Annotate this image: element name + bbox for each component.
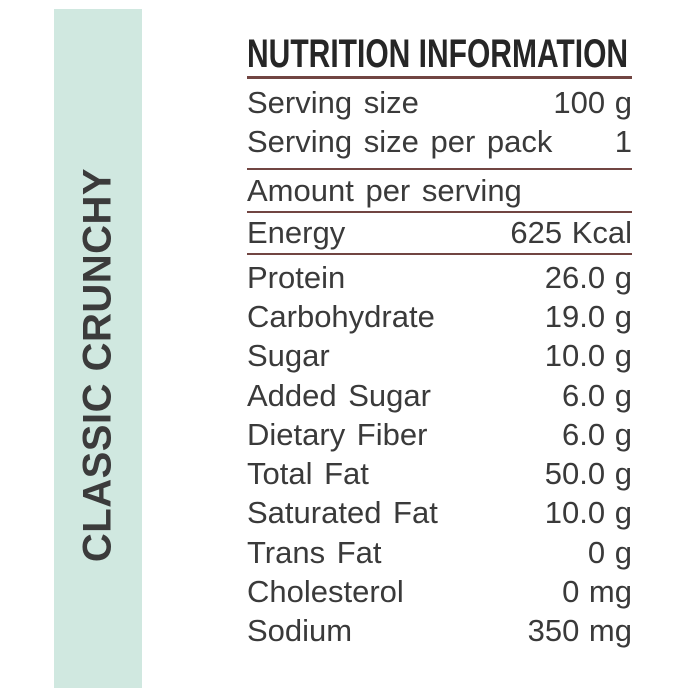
nutrient-value: 0 g: [587, 534, 632, 570]
nutrient-label: Total Fat: [247, 456, 369, 492]
panel-title-wrap: NUTRITION INFORMATION: [247, 32, 632, 76]
table-row: Carbohydrate 19.0 g: [247, 297, 632, 336]
nutrient-value: 26.0 g: [544, 259, 632, 295]
table-row: Added Sugar 6.0 g: [247, 376, 632, 415]
nutrient-value: 50.0 g: [544, 456, 632, 492]
table-row: Total Fat 50.0 g: [247, 454, 632, 493]
serving-size-value: 100 g: [553, 84, 632, 120]
nutrient-value: 19.0 g: [544, 298, 632, 334]
flavour-strip: CLASSIC CRUNCHY: [54, 9, 142, 688]
nutrient-value: 10.0 g: [544, 495, 632, 531]
table-row: Protein 26.0 g: [247, 258, 632, 297]
energy-row: Energy 625 Kcal: [247, 213, 632, 253]
nutrient-rows: Protein 26.0 g Carbohydrate 19.0 g Sugar…: [247, 258, 632, 651]
nutrient-label: Trans Fat: [247, 534, 382, 570]
energy-label: Energy: [247, 215, 346, 250]
amount-header-row: Amount per serving: [247, 170, 632, 211]
table-row: Cholesterol 0 mg: [247, 572, 632, 611]
table-row: Trans Fat 0 g: [247, 533, 632, 572]
nutrient-value: 6.0 g: [562, 377, 632, 413]
nutrition-panel: NUTRITION INFORMATION Serving size 100 g…: [247, 0, 632, 651]
nutrient-label: Cholesterol: [247, 574, 404, 610]
amount-header: Amount per serving: [247, 172, 522, 208]
table-row: Sugar 10.0 g: [247, 337, 632, 376]
amount-bottom-rule: [247, 211, 632, 213]
nutrient-label: Carbohydrate: [247, 298, 435, 334]
nutrient-value: 6.0 g: [562, 416, 632, 452]
nutrient-label: Sugar: [247, 338, 330, 374]
nutrient-label: Dietary Fiber: [247, 416, 428, 452]
serving-size-label: Serving size: [247, 84, 419, 120]
table-row: Sodium 350 mg: [247, 612, 632, 651]
serving-rows: Serving size 100 g Serving size per pack…: [247, 83, 632, 161]
nutrient-value: 350 mg: [527, 613, 632, 649]
table-row: Saturated Fat 10.0 g: [247, 494, 632, 533]
serving-per-pack-row: Serving size per pack 1: [247, 122, 632, 161]
panel-title: NUTRITION INFORMATION: [247, 32, 629, 76]
table-row: Dietary Fiber 6.0 g: [247, 415, 632, 454]
serving-per-pack-value: 1: [614, 123, 632, 159]
nutrient-label: Added Sugar: [247, 377, 431, 413]
energy-value: 625 Kcal: [510, 215, 632, 250]
energy-rule: [247, 253, 632, 255]
serving-per-pack-label: Serving size per pack: [247, 123, 553, 159]
serving-size-row: Serving size 100 g: [247, 83, 632, 122]
nutrient-value: 0 mg: [562, 574, 632, 610]
nutrient-value: 10.0 g: [544, 338, 632, 374]
title-rule: [247, 76, 632, 79]
flavour-name: CLASSIC CRUNCHY: [75, 167, 120, 563]
amount-top-rule: [247, 168, 632, 170]
nutrient-label: Protein: [247, 259, 346, 295]
nutrient-label: Saturated Fat: [247, 495, 438, 531]
nutrient-label: Sodium: [247, 613, 353, 649]
